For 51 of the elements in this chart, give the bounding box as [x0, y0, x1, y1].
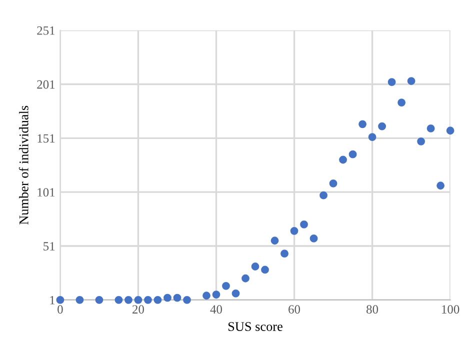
point — [95, 296, 104, 304]
x-tick-label: 40 — [210, 305, 222, 314]
point — [290, 226, 298, 235]
point — [358, 120, 366, 128]
point — [124, 296, 132, 304]
x-tick-label: 100 — [442, 305, 460, 314]
point — [300, 220, 308, 228]
point — [242, 274, 250, 282]
y-tick-label: 51 — [44, 242, 55, 250]
point — [446, 126, 454, 135]
point — [251, 262, 260, 270]
point — [426, 124, 435, 132]
point — [183, 296, 191, 304]
y-tick-label: 201 — [37, 80, 55, 89]
point — [436, 182, 444, 190]
point — [348, 150, 357, 158]
point — [417, 137, 425, 146]
point — [320, 191, 328, 200]
point — [164, 294, 172, 302]
point — [114, 296, 123, 304]
y-axis-title: Number of individuals — [18, 106, 28, 224]
point — [388, 78, 396, 86]
y-tick-label: 1 — [50, 296, 55, 304]
y-tick-label: 251 — [37, 26, 55, 35]
point — [173, 294, 182, 302]
point — [310, 234, 318, 242]
x-axis-title: SUS score — [228, 322, 282, 331]
point — [134, 296, 142, 304]
point — [222, 282, 230, 290]
x-tick-label: 0 — [58, 305, 63, 314]
point — [398, 98, 406, 107]
y-tick-label: 151 — [38, 134, 55, 143]
point — [212, 290, 220, 298]
point — [56, 296, 64, 304]
point — [144, 296, 152, 304]
point — [339, 156, 347, 164]
point — [261, 266, 269, 274]
point — [378, 122, 386, 130]
x-tick-label: 20 — [132, 305, 144, 314]
x-tick-label: 80 — [366, 305, 378, 314]
y-tick-label: 101 — [38, 188, 55, 197]
point — [407, 77, 416, 85]
point — [232, 290, 240, 298]
point — [154, 296, 162, 304]
point — [368, 133, 376, 142]
point — [280, 250, 288, 258]
point — [270, 236, 279, 245]
point — [76, 296, 84, 304]
x-tick-label: 60 — [288, 305, 300, 314]
point — [202, 292, 210, 300]
point — [329, 180, 338, 188]
